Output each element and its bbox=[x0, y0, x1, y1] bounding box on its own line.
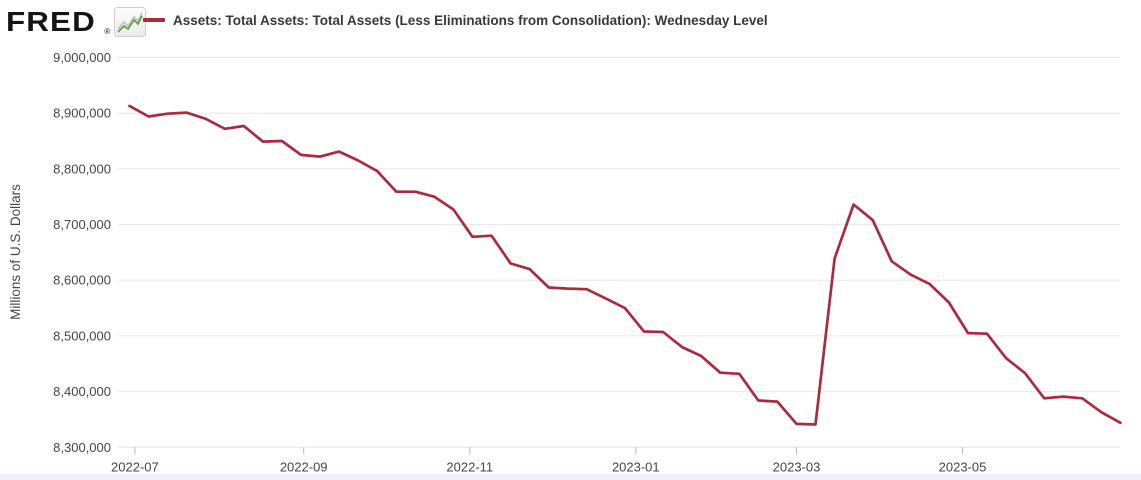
y-tick-label: 8,500,000 bbox=[53, 328, 111, 343]
fred-logo-text: FRED bbox=[6, 6, 96, 37]
x-axis-tick-labels: 2022-07 2022-09 2022-11 2023-01 2023-03 2023-… bbox=[111, 459, 986, 474]
y-tick-label: 8,900,000 bbox=[53, 106, 111, 121]
fred-sparkline-icon bbox=[114, 7, 147, 37]
x-tick-label: 2023-01 bbox=[612, 459, 660, 474]
x-tick-label: 2022-09 bbox=[280, 459, 328, 474]
legend-line-swatch bbox=[143, 18, 165, 22]
y-tick-label: 8,600,000 bbox=[53, 273, 111, 288]
y-tick-label: 8,800,000 bbox=[53, 161, 111, 176]
chart-header: FRED ® Assets: Total Assets: bbox=[0, 0, 1141, 42]
x-axis-tick-marks bbox=[134, 447, 963, 455]
x-tick-label: 2023-05 bbox=[939, 459, 987, 474]
x-tick-label: 2022-07 bbox=[111, 459, 159, 474]
y-tick-label: 9,000,000 bbox=[53, 50, 111, 65]
y-tick-label: 8,700,000 bbox=[53, 217, 111, 232]
y-axis-title: Millions of U.S. Dollars bbox=[8, 184, 23, 320]
y-tick-label: 8,400,000 bbox=[53, 384, 111, 399]
x-tick-label: 2023-03 bbox=[773, 459, 821, 474]
footer-band bbox=[0, 474, 1141, 480]
y-tick-label: 8,300,000 bbox=[53, 440, 111, 455]
data-series-line bbox=[128, 104, 1122, 426]
gridlines bbox=[118, 57, 1120, 448]
legend-item[interactable]: Assets: Total Assets: Total Assets (Less… bbox=[143, 10, 768, 30]
x-tick-label: 2022-11 bbox=[446, 459, 493, 474]
registered-trademark: ® bbox=[104, 27, 111, 36]
y-axis-tick-labels: 9,000,000 8,900,000 8,800,000 8,700,000 8,60… bbox=[53, 50, 111, 455]
legend-series-label: Assets: Total Assets: Total Assets (Less… bbox=[173, 12, 768, 28]
fred-logo-link[interactable]: FRED ® bbox=[6, 5, 147, 39]
